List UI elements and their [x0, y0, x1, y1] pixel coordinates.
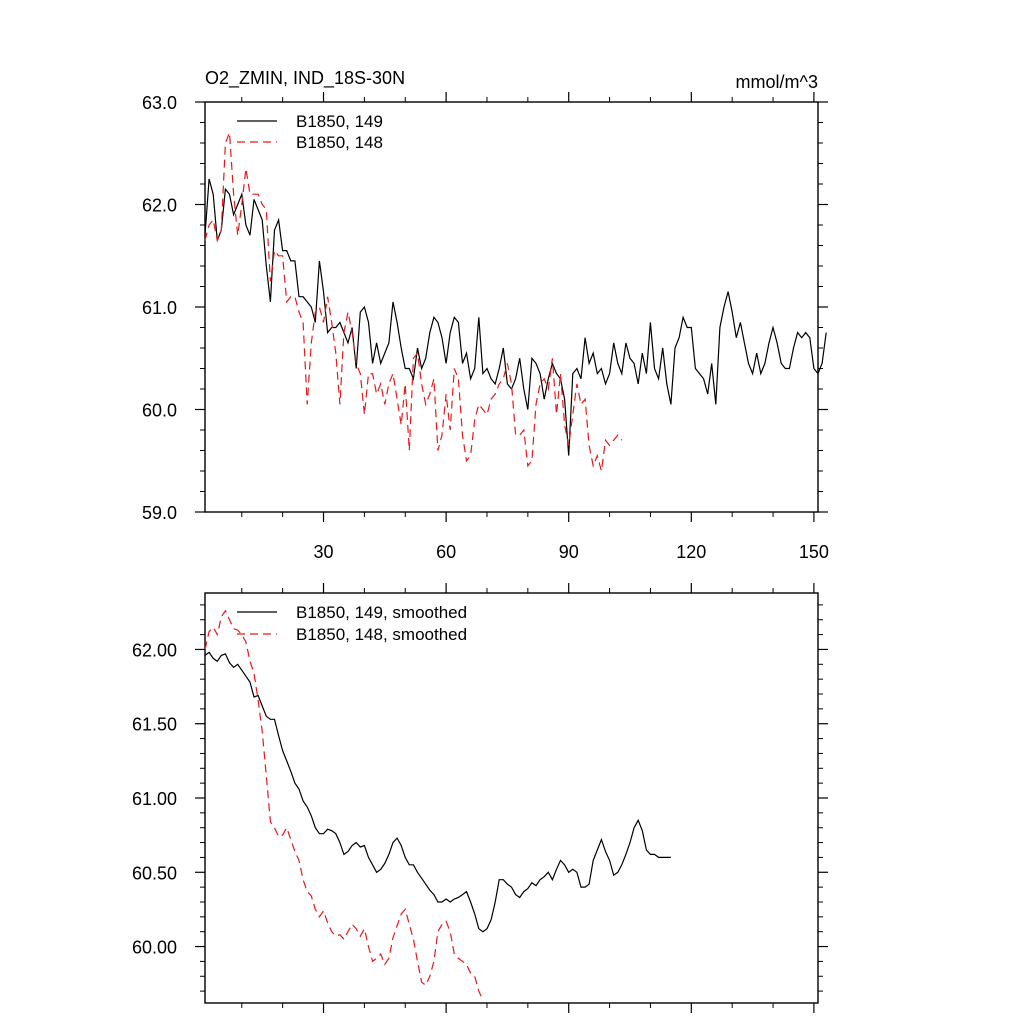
plot-frame-top	[204, 101, 819, 513]
legend-label-smoothed-b: B1850, 148, smoothed	[296, 625, 467, 644]
ticks-bottom	[195, 583, 828, 1013]
series-line-b	[204, 609, 484, 1001]
x-tick-label: 30	[313, 542, 333, 562]
x-tick-label: 90	[559, 542, 579, 562]
y-tick-label: 61.00	[132, 789, 177, 809]
series-line-a	[204, 178, 827, 456]
y-tick-label: 62.00	[132, 640, 177, 660]
y-tick-label: 62.0	[142, 196, 177, 216]
legend-label-smoothed-a: B1850, 149, smoothed	[296, 603, 467, 622]
series-lines-bottom	[204, 609, 671, 1001]
y-tick-labels-top: 59.0 60.0 61.0 62.0 63.0	[142, 93, 177, 523]
y-tick-label: 60.00	[132, 938, 177, 958]
y-tick-label: 61.50	[132, 715, 177, 735]
legend-label-series-b: B1850, 148	[296, 133, 383, 152]
y-tick-label: 60.50	[132, 863, 177, 883]
y-tick-label: 59.0	[142, 503, 177, 523]
x-tick-label: 120	[676, 542, 706, 562]
chart-title: O2_ZMIN, IND_18S-30N	[205, 68, 405, 89]
series-line-a	[204, 651, 671, 933]
panel-bottom: 60.00 60.50 61.00 61.50 62.00 B1850, 149, sm…	[132, 583, 828, 1013]
legend-top: B1850, 149 B1850, 148	[237, 112, 383, 152]
x-tick-label: 60	[436, 542, 456, 562]
series-lines-top	[204, 132, 827, 472]
y-tick-label: 61.0	[142, 298, 177, 318]
y-tick-label: 63.0	[142, 93, 177, 113]
series-line-b	[204, 132, 623, 472]
y-tick-label: 60.0	[142, 401, 177, 421]
x-tick-labels-top: 30 60 90 120 150	[313, 542, 828, 562]
units-label: mmol/m^3	[736, 72, 818, 92]
ticks-top	[195, 92, 828, 522]
x-tick-label: 150	[799, 542, 829, 562]
legend-label-series-a: B1850, 149	[296, 112, 383, 131]
legend-bottom: B1850, 149, smoothed B1850, 148, smoothe…	[237, 603, 467, 644]
y-tick-labels-bottom: 60.00 60.50 61.00 61.50 62.00	[132, 640, 177, 957]
panel-top: O2_ZMIN, IND_18S-30N mmol/m^3 30 60 90 120 1…	[142, 68, 829, 562]
plot-frame-bottom	[204, 592, 819, 1004]
